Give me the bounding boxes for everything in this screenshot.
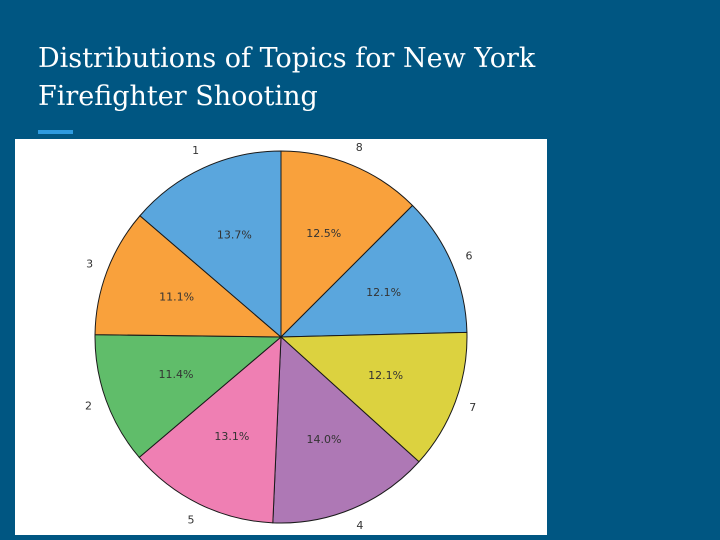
category-label-5: 5: [188, 514, 195, 527]
pie-slice-3: [94, 215, 282, 338]
pct-label-2: 11.4%: [159, 368, 194, 381]
category-label-7: 7: [469, 401, 476, 414]
title-accent-bar: [38, 130, 73, 134]
title-line-2: Firefighter Shooting: [38, 81, 318, 112]
pie-slice-8: [280, 150, 414, 338]
pie-slice-2: [94, 334, 282, 458]
pct-label-5: 13.1%: [214, 430, 249, 443]
pct-label-3: 11.1%: [159, 291, 194, 304]
category-label-6: 6: [466, 249, 473, 262]
pct-label-7: 12.1%: [368, 369, 403, 382]
pct-label-8: 12.5%: [306, 227, 341, 240]
category-label-2: 2: [85, 399, 92, 412]
pie-slice-5: [138, 336, 282, 524]
pie-slice-1: [139, 150, 282, 338]
title-line-1: Distributions of Topics for New York: [38, 43, 536, 74]
pie-slice-4: [272, 336, 420, 524]
category-label-1: 1: [192, 144, 199, 157]
slide-title: Distributions of Topics for New York Fir…: [38, 40, 678, 116]
category-label-8: 8: [356, 141, 363, 154]
category-label-4: 4: [356, 519, 363, 532]
pie-slice-7: [280, 331, 468, 463]
category-label-3: 3: [86, 258, 93, 271]
pct-label-1: 13.7%: [217, 229, 252, 242]
pct-label-6: 12.1%: [366, 286, 401, 299]
pct-label-4: 14.0%: [307, 433, 342, 446]
pie-chart: 12.5% 8 12.1% 6 12.1% 7 14.0% 4 13.1% 5 11.4% 2 11.1…: [85, 141, 476, 532]
pie-slice-6: [280, 204, 468, 338]
pie-chart-panel: 12.5% 8 12.1% 6 12.1% 7 14.0% 4 13.1% 5 11.4% 2 11.1…: [15, 139, 547, 535]
